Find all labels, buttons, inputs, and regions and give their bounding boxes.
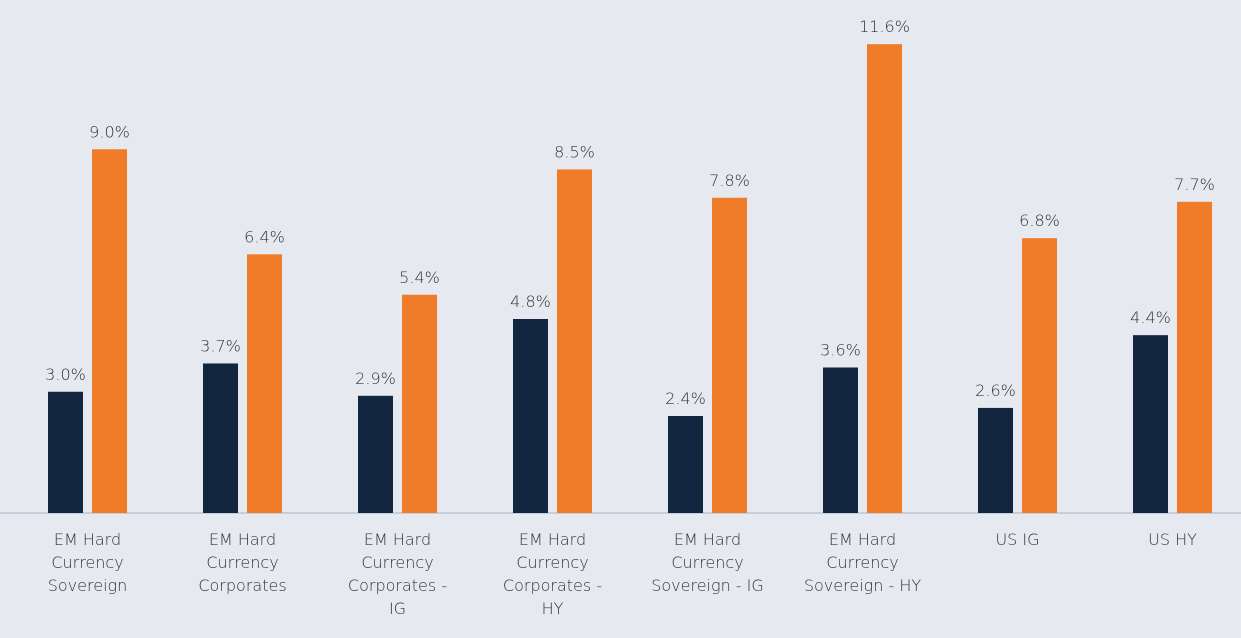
value-label: 6.4% [244, 227, 285, 246]
value-label: 11.6% [859, 17, 910, 36]
value-label: 3.6% [820, 341, 861, 360]
value-label: 3.7% [200, 336, 241, 355]
bar [48, 391, 83, 513]
x-tick-label: US HY [1148, 530, 1197, 549]
x-tick-label: EM Hard Currency Sovereign - HY [803, 530, 922, 595]
bar [1177, 201, 1212, 513]
value-label: 4.4% [1130, 308, 1171, 327]
value-label: 9.0% [89, 122, 130, 141]
bar [92, 149, 127, 513]
bar [513, 319, 548, 513]
bar [358, 395, 393, 513]
value-label: 5.4% [399, 268, 440, 287]
x-tick-label: EM Hard Currency Sovereign [47, 530, 128, 595]
bar [557, 169, 592, 514]
value-label: 8.5% [554, 142, 595, 161]
bar [668, 416, 703, 513]
value-label: 2.6% [975, 381, 1016, 400]
bar [402, 294, 437, 513]
value-label: 4.8% [510, 292, 551, 311]
bar [867, 44, 902, 514]
bar [1022, 238, 1057, 513]
x-tick-label: US IG [995, 530, 1040, 549]
x-tick-label: EM Hard Currency Corporates [198, 530, 287, 595]
value-label: 2.9% [355, 369, 396, 388]
bar [247, 254, 282, 514]
value-label: 2.4% [665, 389, 706, 408]
value-label: 3.0% [45, 365, 86, 384]
value-label: 7.7% [1174, 175, 1215, 194]
x-tick-label: EM Hard Currency Corporates - HY [502, 530, 603, 618]
bar [978, 407, 1013, 513]
x-tick-label: EM Hard Currency Corporates - IG [347, 530, 448, 618]
bar [1133, 335, 1168, 513]
bar [203, 363, 238, 513]
x-tick-label: EM Hard Currency Sovereign - IG [651, 530, 764, 595]
value-label: 6.8% [1019, 211, 1060, 230]
bar [823, 367, 858, 513]
value-label: 7.8% [709, 171, 750, 190]
bar [712, 197, 747, 513]
